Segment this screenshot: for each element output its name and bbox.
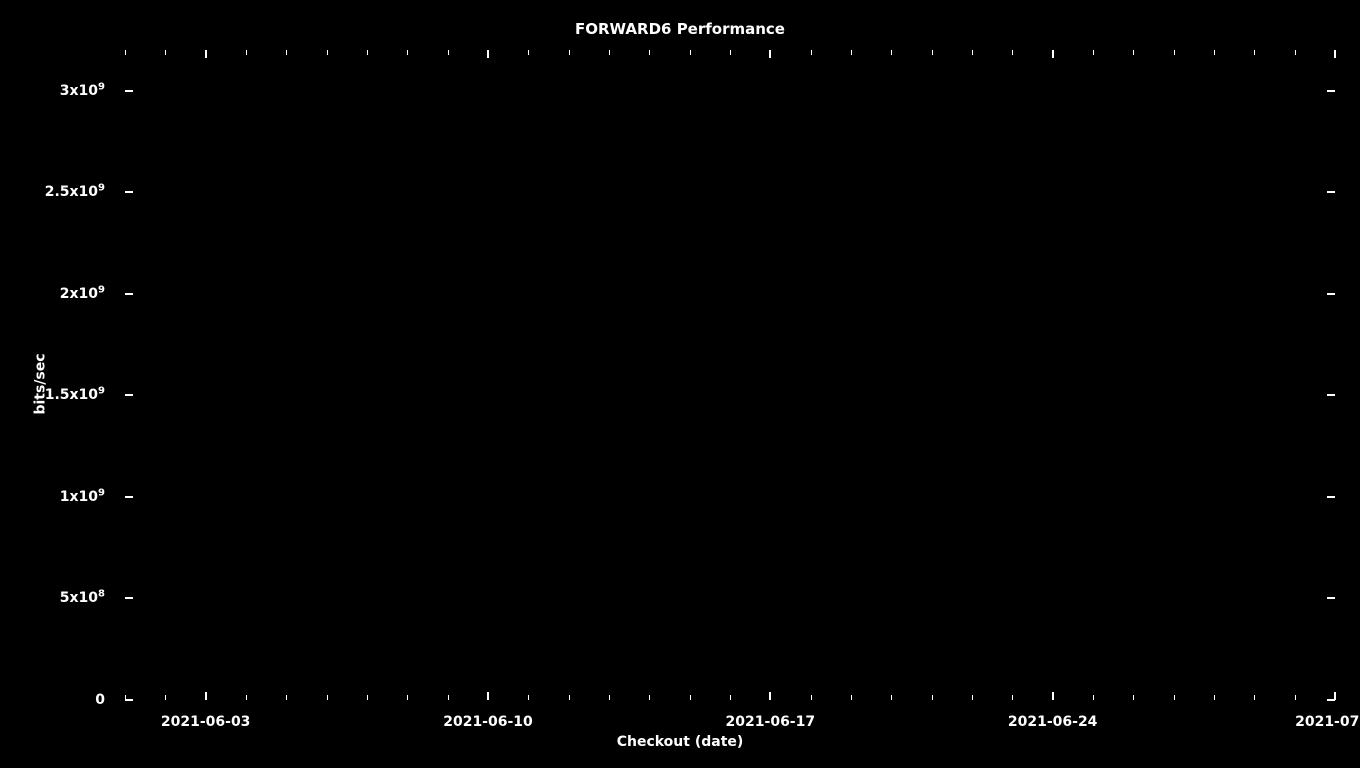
- x-tick-mark: [205, 50, 207, 58]
- x-minor-tick: [246, 695, 247, 700]
- x-minor-tick: [1174, 50, 1175, 55]
- x-tick-label: 2021-06-17: [726, 714, 816, 730]
- x-minor-tick: [327, 695, 328, 700]
- x-minor-tick: [891, 695, 892, 700]
- x-minor-tick: [1133, 50, 1134, 55]
- x-minor-tick: [528, 695, 529, 700]
- performance-chart: FORWARD6 Performance bits/sec Checkout (…: [0, 0, 1360, 768]
- x-minor-tick: [649, 695, 650, 700]
- x-minor-tick: [165, 50, 166, 55]
- x-minor-tick: [730, 695, 731, 700]
- y-tick-mark: [1327, 597, 1335, 599]
- y-tick-label: 2x109: [60, 286, 105, 302]
- x-tick-label: 2021-07-0: [1295, 714, 1360, 730]
- y-tick-mark: [1327, 191, 1335, 193]
- y-tick-label: 1.5x109: [45, 387, 105, 403]
- x-minor-tick: [972, 695, 973, 700]
- x-tick-label: 2021-06-24: [1008, 714, 1098, 730]
- x-minor-tick: [327, 50, 328, 55]
- x-minor-tick: [690, 50, 691, 55]
- x-tick-mark: [769, 50, 771, 58]
- x-minor-tick: [1295, 50, 1296, 55]
- x-minor-tick: [367, 695, 368, 700]
- y-tick-mark: [125, 699, 133, 701]
- x-minor-tick: [246, 50, 247, 55]
- y-tick-label: 2.5x109: [45, 184, 105, 200]
- x-minor-tick: [609, 695, 610, 700]
- x-minor-tick: [1012, 695, 1013, 700]
- x-minor-tick: [891, 50, 892, 55]
- x-minor-tick: [972, 50, 973, 55]
- y-tick-label: 1x109: [60, 489, 105, 505]
- x-minor-tick: [1214, 50, 1215, 55]
- x-minor-tick: [286, 695, 287, 700]
- x-tick-mark: [487, 692, 489, 700]
- x-minor-tick: [407, 50, 408, 55]
- x-minor-tick: [569, 50, 570, 55]
- x-minor-tick: [125, 50, 126, 55]
- y-tick-mark: [1327, 394, 1335, 396]
- x-tick-mark: [1052, 692, 1054, 700]
- x-minor-tick: [1133, 695, 1134, 700]
- chart-title: FORWARD6 Performance: [0, 20, 1360, 38]
- x-tick-mark: [1334, 50, 1336, 58]
- x-minor-tick: [649, 50, 650, 55]
- x-minor-tick: [932, 50, 933, 55]
- y-tick-label: 0: [95, 692, 105, 708]
- x-minor-tick: [851, 695, 852, 700]
- y-axis-label: bits/sec: [33, 353, 49, 414]
- x-minor-tick: [690, 695, 691, 700]
- x-minor-tick: [1093, 695, 1094, 700]
- x-minor-tick: [286, 50, 287, 55]
- y-tick-mark: [125, 293, 133, 295]
- x-minor-tick: [932, 695, 933, 700]
- x-tick-mark: [1334, 692, 1336, 700]
- x-minor-tick: [811, 695, 812, 700]
- x-minor-tick: [367, 50, 368, 55]
- y-tick-mark: [125, 597, 133, 599]
- x-tick-label: 2021-06-10: [443, 714, 533, 730]
- y-tick-mark: [1327, 496, 1335, 498]
- x-minor-tick: [730, 50, 731, 55]
- x-tick-mark: [205, 692, 207, 700]
- x-minor-tick: [1254, 50, 1255, 55]
- x-minor-tick: [811, 50, 812, 55]
- x-minor-tick: [851, 50, 852, 55]
- x-minor-tick: [165, 695, 166, 700]
- x-minor-tick: [1093, 50, 1094, 55]
- x-minor-tick: [569, 695, 570, 700]
- x-minor-tick: [528, 50, 529, 55]
- y-tick-mark: [125, 191, 133, 193]
- y-tick-mark: [125, 394, 133, 396]
- x-tick-mark: [1052, 50, 1054, 58]
- y-tick-label: 5x108: [60, 590, 105, 606]
- x-tick-mark: [769, 692, 771, 700]
- x-tick-label: 2021-06-03: [161, 714, 251, 730]
- x-minor-tick: [1295, 695, 1296, 700]
- x-minor-tick: [609, 50, 610, 55]
- y-tick-mark: [1327, 90, 1335, 92]
- plot-area: 05x1081x1091.5x1092x1092.5x1093x1092021-…: [125, 50, 1335, 700]
- x-minor-tick: [1254, 695, 1255, 700]
- x-minor-tick: [1214, 695, 1215, 700]
- y-tick-label: 3x109: [60, 83, 105, 99]
- x-minor-tick: [1012, 50, 1013, 55]
- x-minor-tick: [448, 695, 449, 700]
- x-axis-label: Checkout (date): [0, 734, 1360, 750]
- x-minor-tick: [125, 695, 126, 700]
- x-minor-tick: [407, 695, 408, 700]
- x-tick-mark: [487, 50, 489, 58]
- x-minor-tick: [1174, 695, 1175, 700]
- y-tick-mark: [125, 90, 133, 92]
- x-minor-tick: [448, 50, 449, 55]
- y-tick-mark: [1327, 293, 1335, 295]
- y-tick-mark: [125, 496, 133, 498]
